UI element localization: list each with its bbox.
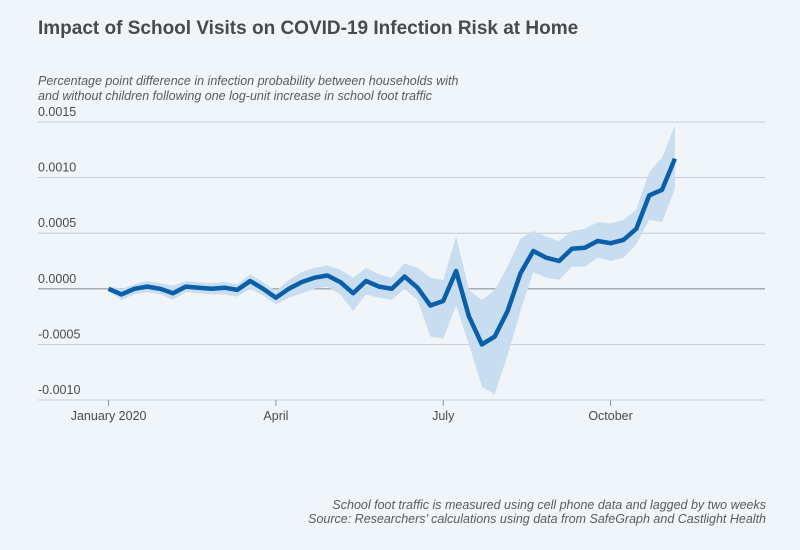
y-tick-label: -0.0010 — [38, 383, 80, 397]
confidence-band — [108, 125, 675, 395]
y-axis-ticks: 0.0015 0.0010 0.0005 0.0000 -0.0005 -0.0010 — [38, 105, 80, 397]
subtitle-line-2: and without children following one log-u… — [38, 89, 432, 103]
y-tick-label: 0.0000 — [38, 272, 76, 286]
subtitle-line-1: Percentage point difference in infection… — [38, 74, 459, 88]
series-line — [107, 157, 677, 347]
x-tick-label: January 2020 — [71, 409, 147, 423]
confidence-band-group — [108, 125, 675, 395]
source-credit-line: Source: Researchers’ calculations using … — [308, 512, 766, 526]
x-tick-label: April — [263, 409, 288, 423]
x-tick-label: July — [432, 409, 455, 423]
source-note-line: School foot traffic is measured using ce… — [332, 498, 766, 512]
y-tick-label: 0.0010 — [38, 161, 76, 175]
gridlines — [38, 121, 765, 401]
x-tick-label: October — [588, 409, 632, 423]
x-axis-ticks: January 2020 April July October — [71, 400, 633, 423]
series-line-group — [107, 157, 677, 347]
chart-subtitle: Percentage point difference in infection… — [38, 74, 638, 104]
chart-source: School foot traffic is measured using ce… — [166, 498, 766, 526]
y-tick-label: 0.0015 — [38, 105, 76, 119]
chart-title: Impact of School Visits on COVID-19 Infe… — [38, 18, 579, 39]
y-tick-label: 0.0005 — [38, 216, 76, 230]
y-tick-label: -0.0005 — [38, 327, 80, 341]
